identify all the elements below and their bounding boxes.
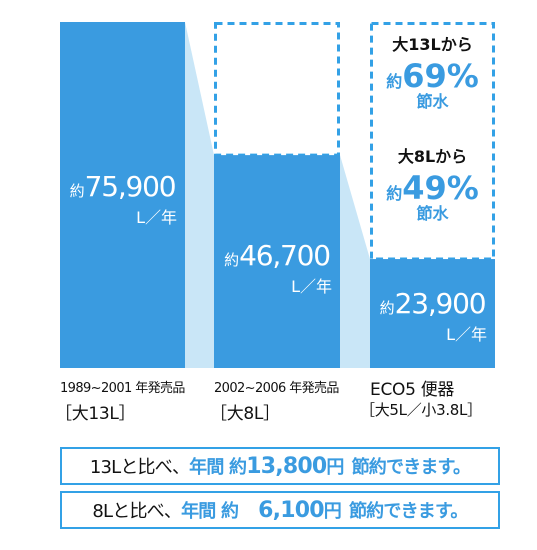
unit-label-3: L／年 [446,325,487,344]
value-label-1: 約75,900 [70,170,176,203]
summary-amount: 6,100 [258,497,324,523]
unit-label-2: L／年 [291,277,332,296]
savings-tail-1: 節水 [415,92,449,111]
summary-post: 節約できます。 [348,501,468,522]
connector-ribbon-2 [340,155,370,368]
value-label-3: 約23,900 [380,287,486,320]
bar-chart: 約75,900L／年約46,700L／年約23,900L／年大13Lから約69%… [60,22,495,368]
bar-2 [214,155,340,368]
x-tick-type-3: ［大5L／小3.8L］ [360,401,482,419]
unit-label-1: L／年 [136,208,177,227]
summary-pre: 13Lと比べ、 [89,457,190,478]
summary-pre: 8Lと比べ、 [92,501,182,522]
connector-ribbon-1 [185,22,214,368]
summary-unit: 円 [326,457,344,478]
bar-1 [60,22,185,368]
savings-pct-1: 約69% [386,57,479,95]
bar-3 [370,259,495,368]
value-label-2: 約46,700 [224,239,330,272]
savings-head-2: 大8Lから [398,147,467,166]
x-tick-period-1: 1989~2001 年発売品 [60,381,185,396]
summary-post: 節約できます。 [351,457,471,478]
savings-outline-3 [370,22,495,261]
savings-tail-2: 節水 [415,204,449,223]
x-tick-type-1: ［大13L］ [55,404,136,424]
savings-outline-2 [214,22,340,157]
summary-row-8l: 8Lと比べ、 年間 約 6,100 円 節約できます。 [60,491,500,529]
x-tick-type-2: ［大8L］ [210,404,280,424]
summary-mid: 年間 約 [181,501,239,522]
summary-amount: 13,800 [246,453,327,479]
summary-mid: 年間 約 [189,457,247,478]
x-tick-period-2: 2002~2006 年発売品 [214,381,339,396]
x-tick-period-3: ECO5 便器 [370,380,455,400]
savings-head-1: 大13Lから [392,35,472,54]
summary-row-13l: 13Lと比べ、 年間 約 13,800 円 節約できます。 [60,447,500,485]
savings-pct-2: 約49% [386,169,479,207]
summary-unit: 円 [323,501,342,522]
